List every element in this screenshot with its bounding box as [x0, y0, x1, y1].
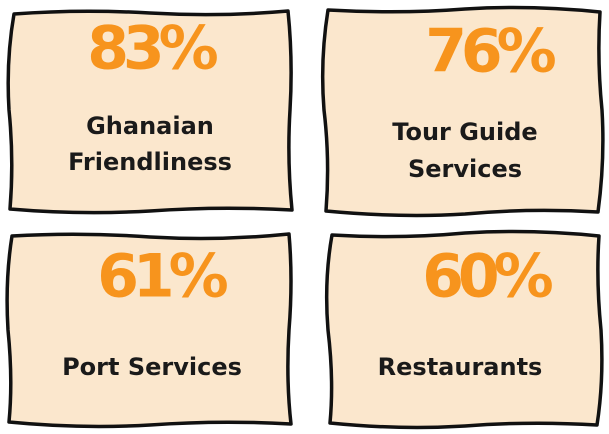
card-frame	[320, 5, 605, 218]
stat-value: 60%	[422, 242, 552, 312]
stat-label: Ghanaian	[86, 112, 214, 140]
card-frame	[6, 9, 294, 215]
stat-value: 61%	[97, 242, 227, 312]
stat-value: 83%	[87, 14, 217, 84]
card-frame	[5, 232, 293, 429]
stat-value: 76%	[425, 17, 555, 87]
card-frame	[324, 229, 604, 430]
stat-label: Tour Guide	[392, 118, 537, 146]
stat-label: Port Services	[62, 353, 242, 381]
stat-label: Friendliness	[68, 148, 232, 176]
stat-label: Services	[408, 155, 522, 183]
stat-label: Restaurants	[378, 353, 543, 381]
